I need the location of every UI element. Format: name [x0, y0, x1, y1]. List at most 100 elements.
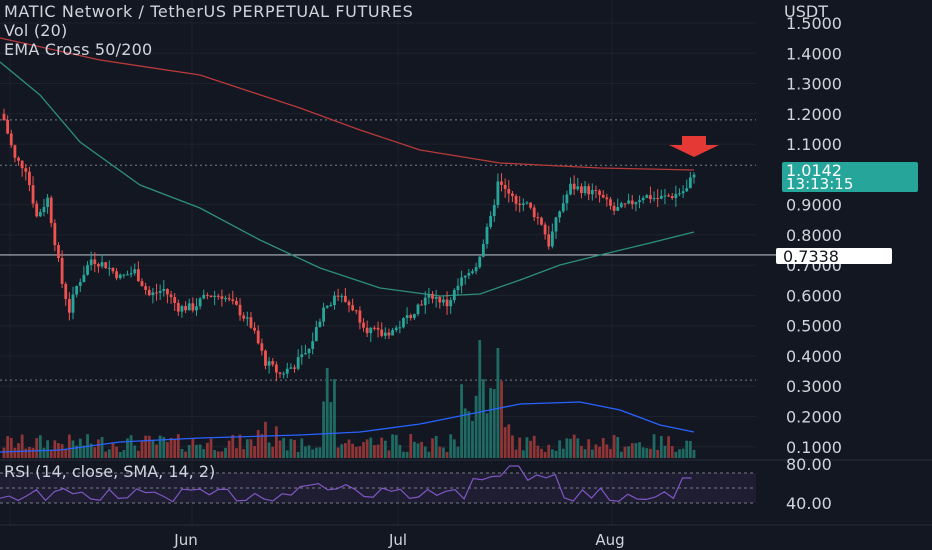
volume-bar: [107, 449, 111, 458]
volume-bar: [627, 446, 631, 458]
volume-bar: [652, 434, 656, 458]
volume-bar: [126, 438, 129, 458]
candle-body: [500, 181, 503, 185]
candle-body: [627, 200, 631, 204]
candle-body: [242, 315, 246, 319]
candle-body: [590, 190, 594, 195]
volume-bar: [688, 441, 692, 458]
candle-body: [13, 145, 17, 158]
candle-body: [78, 282, 82, 286]
candle-body: [93, 259, 97, 265]
volume-bar: [474, 395, 478, 458]
volume-bar: [354, 446, 358, 458]
volume-bar: [547, 444, 551, 458]
candle-body: [307, 348, 311, 354]
candle-body: [532, 207, 536, 218]
candle-body: [583, 186, 587, 194]
price-tick-label: 1.3000: [786, 75, 842, 94]
volume-bar: [692, 449, 696, 458]
volume-bar: [576, 438, 580, 458]
volume-bar: [242, 449, 246, 458]
volume-bar: [376, 444, 380, 458]
volume-bar: [569, 438, 572, 458]
candle-body: [166, 288, 169, 295]
candle-body: [31, 185, 35, 204]
volume-bar: [427, 451, 431, 458]
candle-body: [489, 216, 493, 227]
quote-currency: USDT: [784, 2, 828, 21]
volume-bar: [78, 438, 82, 458]
candle-body: [409, 315, 413, 318]
candle-body: [136, 269, 140, 282]
volume-bar: [264, 421, 267, 458]
volume-bar: [53, 440, 57, 458]
candle-body: [394, 327, 398, 331]
candle-body: [71, 294, 75, 313]
candle-body: [97, 264, 100, 267]
volume-bar: [89, 443, 93, 458]
candle-body: [514, 195, 518, 204]
candle-body: [442, 299, 445, 303]
volume-bar: [118, 451, 122, 458]
candle-body: [238, 304, 242, 316]
candle-body: [147, 289, 151, 296]
volume-bar: [580, 445, 583, 458]
volume-bar: [452, 439, 456, 458]
price-tick-label: 1.1000: [786, 135, 842, 154]
candles: [2, 108, 696, 382]
time-tick-label: Jun: [173, 531, 197, 549]
candle-body: [333, 295, 336, 306]
ema200-line: [0, 37, 695, 171]
volume-bar: [162, 437, 166, 458]
candle-body: [678, 193, 681, 195]
candle-body: [670, 196, 674, 199]
volume-bar: [572, 434, 576, 458]
candle-body: [485, 226, 489, 245]
volume-bar: [391, 434, 394, 458]
volume-bar: [17, 443, 20, 458]
volume-bar: [467, 411, 471, 458]
volume-bar: [514, 449, 518, 458]
volume-bar: [256, 430, 260, 458]
time-axis: Jun Jul Aug: [0, 524, 932, 549]
volume-bar: [147, 435, 151, 458]
line-price-value: 0.7338: [783, 247, 839, 266]
volume-bar: [278, 440, 282, 458]
candle-body: [216, 295, 220, 297]
volume-bar: [184, 451, 187, 458]
candle-body: [86, 265, 89, 275]
volume-bar: [609, 448, 612, 458]
volume-bar: [481, 379, 485, 458]
volume-bar: [20, 434, 24, 458]
candle-body: [373, 327, 376, 329]
symbol-title[interactable]: MATIC Network / TetherUS PERPETUAL FUTUR…: [4, 2, 414, 21]
price-tick-label: 1.4000: [786, 44, 842, 63]
price-tick-label: 0.4000: [786, 347, 842, 366]
candle-body: [496, 181, 500, 205]
candle-body: [35, 203, 39, 217]
volume-bar: [550, 449, 554, 458]
candle-body: [692, 174, 696, 178]
rsi-indicator-label[interactable]: RSI (14, close, SMA, 14, 2): [4, 462, 216, 481]
candle-body: [638, 200, 641, 203]
candle-body: [151, 292, 155, 296]
price-axis: 1.5000 1.4000 1.3000 1.2000 1.1000 0.9000 0.80…: [786, 14, 842, 457]
candle-body: [569, 183, 572, 195]
volume-bar: [358, 446, 362, 458]
ema50-line: [0, 61, 695, 297]
candle-body: [659, 195, 663, 199]
volume-bar: [438, 446, 442, 458]
volume-bar: [674, 451, 678, 458]
volume-bar: [507, 424, 511, 458]
volume-bar: [383, 440, 387, 458]
volume-bar: [489, 388, 493, 458]
volume-ma-line: [0, 401, 695, 453]
candle-body: [663, 195, 667, 197]
candle-body: [594, 190, 598, 192]
volume-bar: [594, 444, 598, 458]
ema-indicator-label[interactable]: EMA Cross 50/200: [4, 40, 153, 59]
candle-body: [24, 168, 28, 172]
candle-body: [463, 275, 467, 278]
volume-indicator-label[interactable]: Vol (20): [4, 21, 68, 40]
